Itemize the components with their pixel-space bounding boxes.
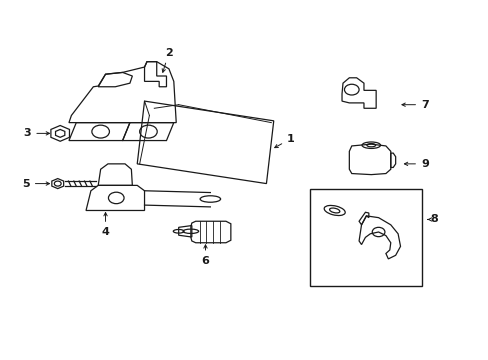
Text: 1: 1 — [274, 134, 294, 148]
Text: 7: 7 — [401, 100, 428, 110]
Bar — [310, 189, 422, 286]
Text: 5: 5 — [22, 179, 49, 189]
Text: 8: 8 — [427, 215, 438, 224]
Text: 3: 3 — [23, 129, 49, 138]
Text: 9: 9 — [404, 159, 428, 169]
Text: 6: 6 — [201, 245, 209, 266]
Text: 2: 2 — [162, 48, 172, 72]
Text: 4: 4 — [102, 212, 109, 237]
